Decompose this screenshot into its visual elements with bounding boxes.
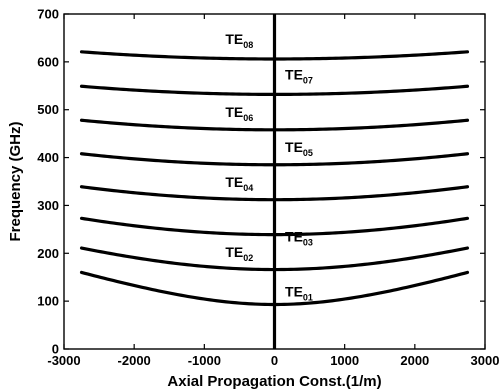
y-tick-label: 0 (52, 342, 59, 357)
x-tick-label: -3000 (47, 353, 80, 368)
mode-label-te08: TE08 (225, 31, 253, 50)
x-tick-label: -1000 (188, 353, 221, 368)
x-axis-ticks: -3000 -2000 -1000 0 1000 2000 3000 (47, 14, 499, 368)
y-tick-label: 200 (37, 246, 59, 261)
mode-label-te03: TE03 (285, 228, 313, 247)
y-tick-label: 500 (37, 102, 59, 117)
x-tick-label: -2000 (118, 353, 151, 368)
y-tick-label: 100 (37, 294, 59, 309)
y-axis-title: Frequency (GHz) (7, 121, 24, 241)
mode-labels: TE01 TE02 TE03 TE04 TE05 TE06 TE07 TE08 (225, 31, 313, 302)
mode-label-te07: TE07 (285, 67, 313, 86)
mode-label-te01: TE01 (285, 283, 313, 302)
y-tick-label: 600 (37, 54, 59, 69)
y-tick-label: 700 (37, 7, 59, 22)
y-axis-ticks: 0 100 200 300 400 500 600 700 (37, 7, 485, 357)
mode-label-te05: TE05 (285, 139, 313, 158)
mode-label-te04: TE04 (225, 174, 253, 193)
y-tick-label: 300 (37, 198, 59, 213)
x-tick-label: 0 (271, 353, 278, 368)
x-tick-label: 1000 (330, 353, 359, 368)
x-tick-label: 3000 (471, 353, 500, 368)
mode-label-te06: TE06 (225, 104, 253, 123)
mode-label-te02: TE02 (225, 244, 253, 263)
y-tick-label: 400 (37, 150, 59, 165)
x-axis-title: Axial Propagation Const.(1/m) (167, 373, 381, 390)
x-tick-label: 2000 (400, 353, 429, 368)
